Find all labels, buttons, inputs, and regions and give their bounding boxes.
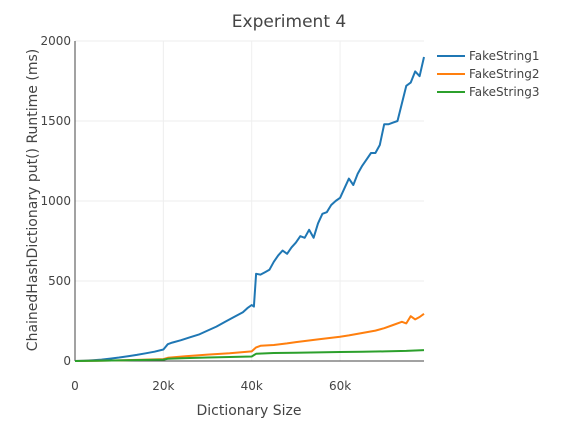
- y-tick-label: 500: [48, 274, 71, 288]
- y-tick-label: 1000: [40, 194, 71, 208]
- series-line-fakestring3: [74, 349, 425, 362]
- y-tick-label: 0: [63, 354, 71, 368]
- series-layer: [74, 56, 425, 362]
- grid: [75, 40, 424, 361]
- series-line-fakestring1: [74, 56, 425, 362]
- chart-title: Experiment 4: [232, 12, 346, 32]
- legend: FakeString1 FakeString2 FakeString3: [437, 49, 540, 99]
- x-axis-label: Dictionary Size: [197, 403, 302, 419]
- x-tick-label: 20k: [152, 379, 174, 393]
- x-tick-label: 60k: [329, 379, 351, 393]
- legend-label: FakeString2: [469, 67, 540, 81]
- y-tick-label: 1500: [40, 114, 71, 128]
- axes: 0 500 1000 1500 2000 0 20k 40k 60k: [40, 34, 424, 393]
- series-line-fakestring2: [74, 312, 425, 362]
- y-axis-label: ChainedHashDictionary put() Runtime (ms): [25, 49, 41, 351]
- y-tick-label: 2000: [40, 34, 71, 48]
- legend-label: FakeString1: [469, 49, 540, 63]
- x-tick-label: 40k: [241, 379, 263, 393]
- x-tick-label: 0: [71, 379, 79, 393]
- legend-label: FakeString3: [469, 85, 540, 99]
